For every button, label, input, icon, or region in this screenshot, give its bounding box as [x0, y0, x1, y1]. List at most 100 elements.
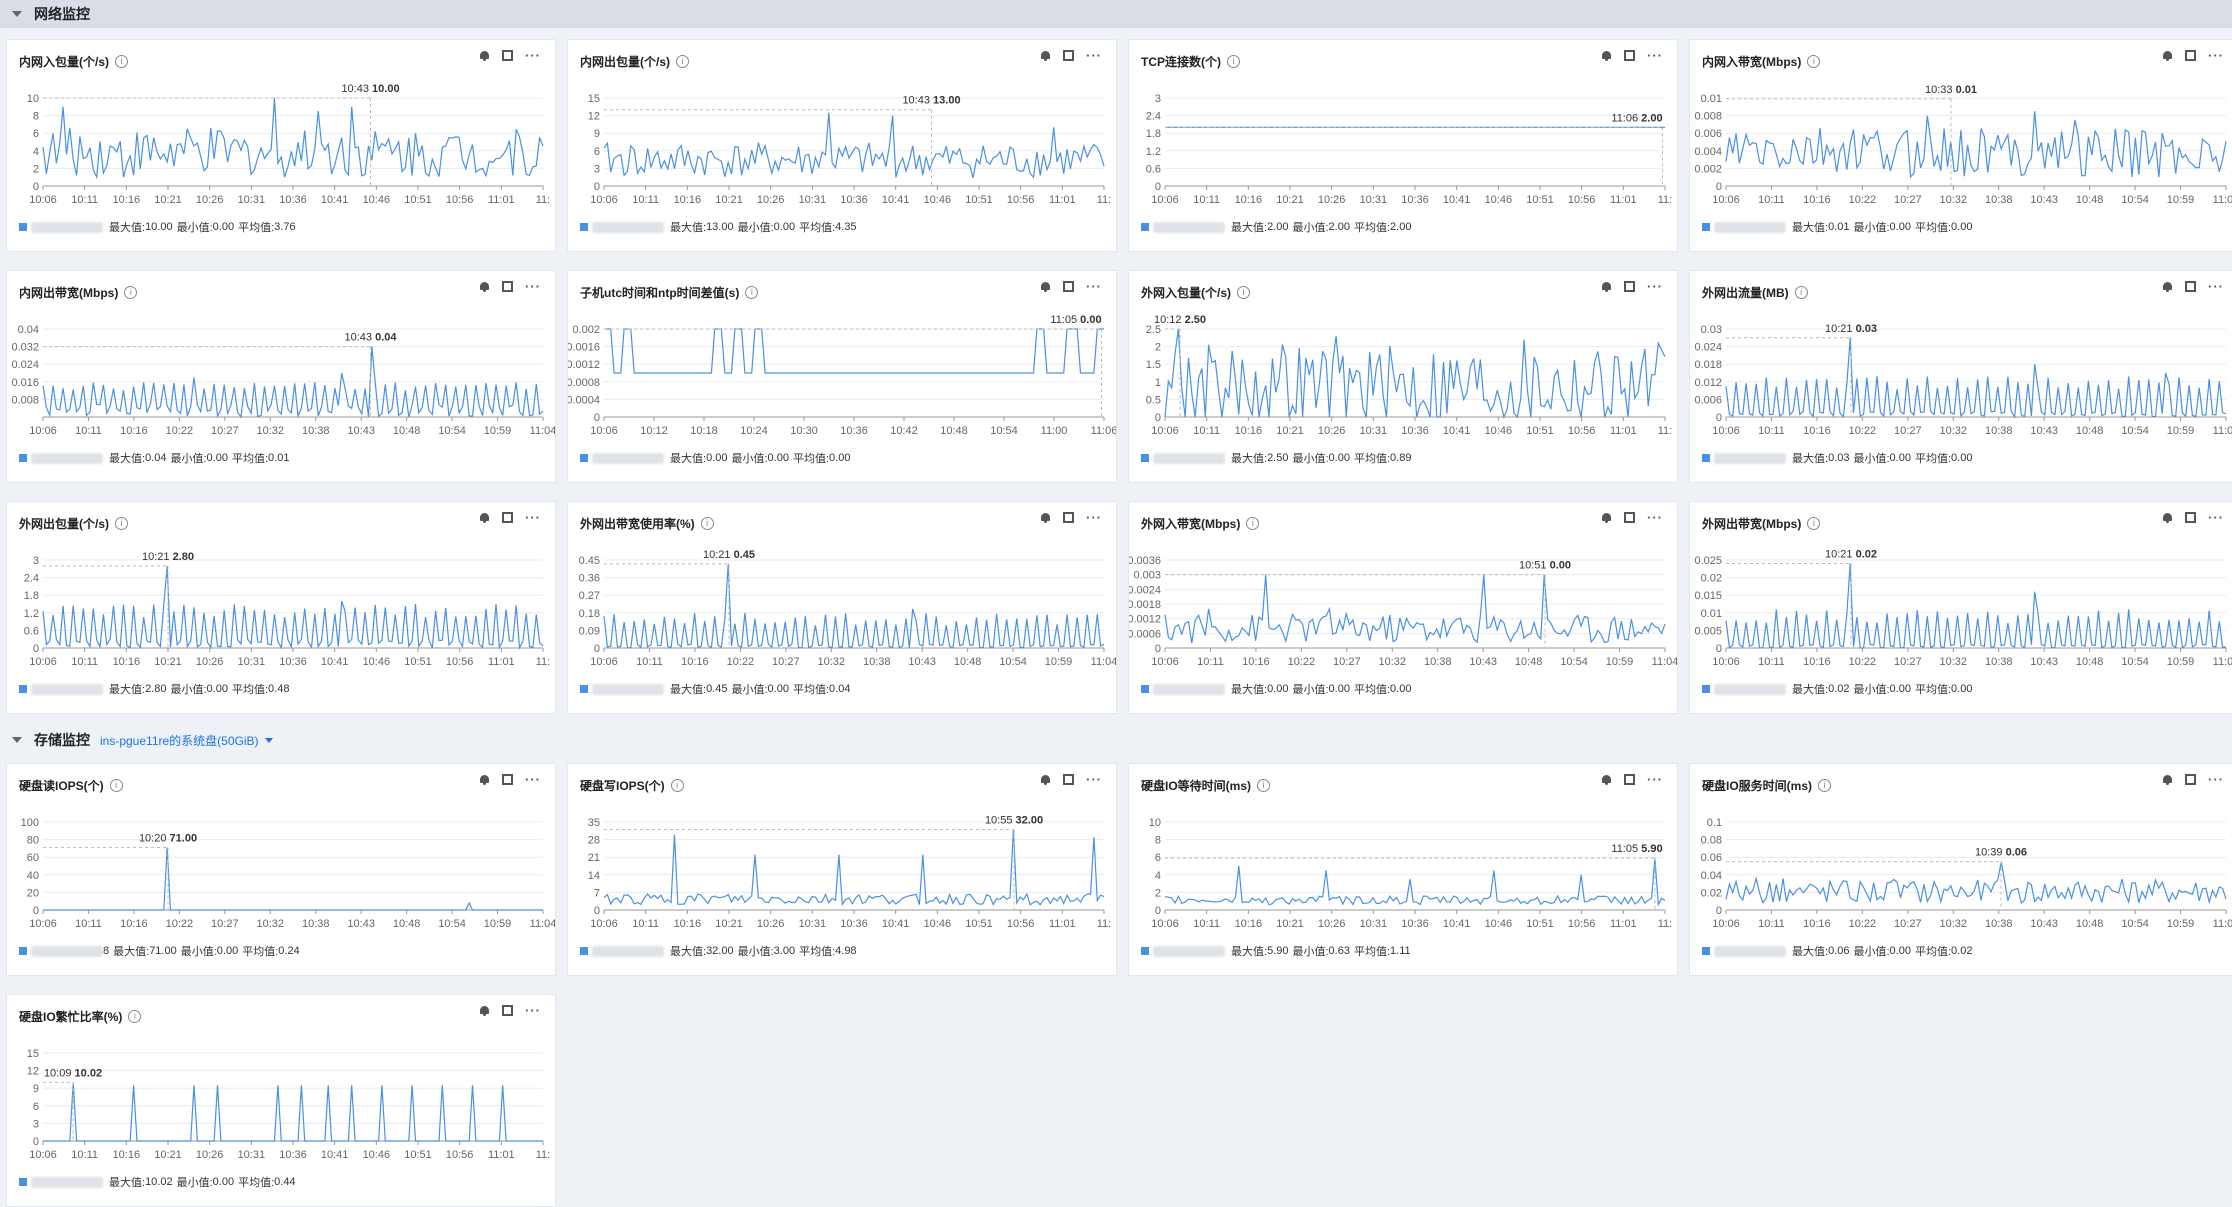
- bell-icon[interactable]: [479, 50, 490, 61]
- bell-icon[interactable]: [1040, 774, 1051, 785]
- info-icon[interactable]: i: [1807, 55, 1821, 68]
- info-icon[interactable]: i: [109, 779, 123, 792]
- chart-plot[interactable]: 0 3 6 9 12 15 10:06 10:11 10:16 10:21 10:26 10:31 10…: [7, 995, 555, 1206]
- expand-icon[interactable]: [1063, 774, 1074, 785]
- expand-icon[interactable]: [1063, 512, 1074, 523]
- info-icon[interactable]: i: [1807, 517, 1821, 530]
- expand-icon[interactable]: [1063, 281, 1074, 292]
- bell-icon[interactable]: [2162, 281, 2173, 292]
- info-icon[interactable]: i: [1818, 779, 1832, 792]
- expand-icon[interactable]: [2185, 50, 2196, 61]
- bell-icon[interactable]: [1601, 281, 1612, 292]
- expand-icon[interactable]: [2185, 774, 2196, 785]
- section-header-storage[interactable]: 存储监控 ins-pgue11re的系统盘(50GiB): [0, 726, 2232, 754]
- bell-icon[interactable]: [479, 512, 490, 523]
- more-icon[interactable]: ···: [1647, 47, 1663, 63]
- x-tick-label: 10:21: [1276, 194, 1304, 206]
- x-tick-label: 10:21: [715, 194, 743, 206]
- chart-plot[interactable]: 0 0.5 1 1.5 2 2.5 10:06 10:11 10:16 10:21 10:26 10:…: [1129, 271, 1677, 482]
- chart-plot[interactable]: 0 0.002 0.004 0.006 0.008 0.01 10:06 10:11 10:16…: [1690, 40, 2232, 251]
- chart-plot[interactable]: 0 0.6 1.2 1.8 2.4 3 10:06 10:11 10:16 10:21 10:26 1…: [1129, 40, 1677, 251]
- bell-icon[interactable]: [2162, 774, 2173, 785]
- expand-icon[interactable]: [2185, 512, 2196, 523]
- collapse-caret-icon[interactable]: [12, 737, 22, 743]
- more-icon[interactable]: ···: [2208, 509, 2224, 525]
- info-icon[interactable]: i: [115, 517, 129, 530]
- chart-plot[interactable]: 0 0.02 0.04 0.06 0.08 0.1 10:06 10:11 10:16 10:22…: [1690, 764, 2232, 975]
- bell-icon[interactable]: [479, 774, 490, 785]
- info-icon[interactable]: i: [676, 55, 690, 68]
- expand-icon[interactable]: [502, 50, 513, 61]
- more-icon[interactable]: ···: [2208, 771, 2224, 787]
- info-icon[interactable]: i: [1246, 517, 1260, 530]
- expand-icon[interactable]: [1624, 774, 1635, 785]
- more-icon[interactable]: ···: [525, 47, 541, 63]
- bell-icon[interactable]: [2162, 50, 2173, 61]
- expand-icon[interactable]: [502, 1005, 513, 1016]
- chart-plot[interactable]: 0 0.005 0.01 0.015 0.02 0.025 10:06 10:11 10:16 1…: [1690, 502, 2232, 713]
- bell-icon[interactable]: [2162, 512, 2173, 523]
- chart-plot[interactable]: 0 20 40 60 80 100 10:06 10:11 10:16 10:22 10:27 10:…: [7, 764, 555, 975]
- chart-plot[interactable]: 0 0.6 1.2 1.8 2.4 3 10:06 10:11 10:16 10:21 10:26 1…: [7, 502, 555, 713]
- bell-icon[interactable]: [1040, 281, 1051, 292]
- info-icon[interactable]: i: [128, 1010, 142, 1023]
- legend-avg-label: 平均值:: [1914, 946, 1952, 958]
- info-icon[interactable]: i: [1257, 779, 1271, 792]
- more-icon[interactable]: ···: [525, 278, 541, 294]
- marker-time: 10:20 71.00: [139, 833, 197, 845]
- more-icon[interactable]: ···: [2208, 47, 2224, 63]
- bell-icon[interactable]: [1040, 50, 1051, 61]
- info-icon[interactable]: i: [670, 779, 684, 792]
- chart-plot[interactable]: 0 2 4 6 8 10 10:06 10:11 10:16 10:21 10:26 10:31 10:…: [1129, 764, 1677, 975]
- bell-icon[interactable]: [479, 281, 490, 292]
- chart-plot[interactable]: 0 3 6 9 12 15 10:06 10:11 10:16 10:21 10:26 10:31 10…: [568, 40, 1116, 251]
- bell-icon[interactable]: [1040, 512, 1051, 523]
- more-icon[interactable]: ···: [525, 771, 541, 787]
- x-tick-label: 10:11: [1193, 918, 1220, 930]
- info-icon[interactable]: i: [124, 286, 138, 299]
- legend-avg-label: 平均值:: [1353, 684, 1391, 696]
- bell-icon[interactable]: [479, 1005, 490, 1016]
- expand-icon[interactable]: [1624, 281, 1635, 292]
- expand-icon[interactable]: [502, 281, 513, 292]
- section-header-network[interactable]: 网络监控: [0, 0, 2232, 28]
- info-icon[interactable]: i: [700, 517, 714, 530]
- x-tick-label: 10:51: [404, 1149, 432, 1161]
- more-icon[interactable]: ···: [525, 1002, 541, 1018]
- chart-plot[interactable]: 0 2 4 6 8 10 10:06 10:11 10:16 10:21 10:26 10:31 10:…: [7, 40, 555, 251]
- more-icon[interactable]: ···: [1086, 509, 1102, 525]
- chart-plot[interactable]: 0.008 0.016 0.024 0.032 0.04 10:06 10:11 10:16 1…: [7, 271, 555, 482]
- expand-icon[interactable]: [1624, 512, 1635, 523]
- chart-plot[interactable]: 0 7 14 21 28 35 10:06 10:11 10:16 10:21 10:26 10:31…: [568, 764, 1116, 975]
- info-icon[interactable]: i: [1794, 286, 1808, 299]
- more-icon[interactable]: ···: [1086, 771, 1102, 787]
- more-icon[interactable]: ···: [1647, 771, 1663, 787]
- bell-icon[interactable]: [1601, 774, 1612, 785]
- expand-icon[interactable]: [1063, 50, 1074, 61]
- more-icon[interactable]: ···: [1647, 278, 1663, 294]
- expand-icon[interactable]: [2185, 281, 2196, 292]
- expand-icon[interactable]: [502, 774, 513, 785]
- more-icon[interactable]: ···: [1647, 509, 1663, 525]
- bell-icon[interactable]: [1601, 512, 1612, 523]
- more-icon[interactable]: ···: [1086, 278, 1102, 294]
- chart-plot[interactable]: 0 0.0006 0.0012 0.0018 0.0024 0.003 0.0036 10:0…: [1129, 502, 1677, 713]
- bell-icon[interactable]: [1601, 50, 1612, 61]
- more-icon[interactable]: ···: [1086, 47, 1102, 63]
- more-icon[interactable]: ···: [2208, 278, 2224, 294]
- chart-plot[interactable]: 0 0.09 0.18 0.27 0.36 0.45 10:06 10:11 10:16 10:2…: [568, 502, 1116, 713]
- info-icon[interactable]: i: [115, 55, 129, 68]
- more-icon[interactable]: ···: [525, 509, 541, 525]
- expand-icon[interactable]: [1624, 50, 1635, 61]
- chart-plot[interactable]: 0 0.006 0.012 0.018 0.024 0.03 10:06 10:11 10:16…: [1690, 271, 2232, 482]
- info-icon[interactable]: i: [745, 286, 759, 299]
- info-icon[interactable]: i: [1237, 286, 1251, 299]
- collapse-caret-icon[interactable]: [12, 11, 22, 17]
- chart-toolbar: ···: [479, 509, 541, 525]
- info-icon[interactable]: i: [1227, 55, 1240, 68]
- expand-icon[interactable]: [502, 512, 513, 523]
- chart-legend: 最大值: 10.00 最小值: 0.00 平均值: 3.76: [19, 219, 300, 235]
- chart-title: 内网出带宽(Mbps): [19, 286, 119, 300]
- disk-selector[interactable]: ins-pgue11re的系统盘(50GiB): [100, 732, 273, 749]
- chart-plot[interactable]: 0 0.0004 0.0008 0.0012 0.0016 0.002 10:06 10:12…: [568, 271, 1116, 482]
